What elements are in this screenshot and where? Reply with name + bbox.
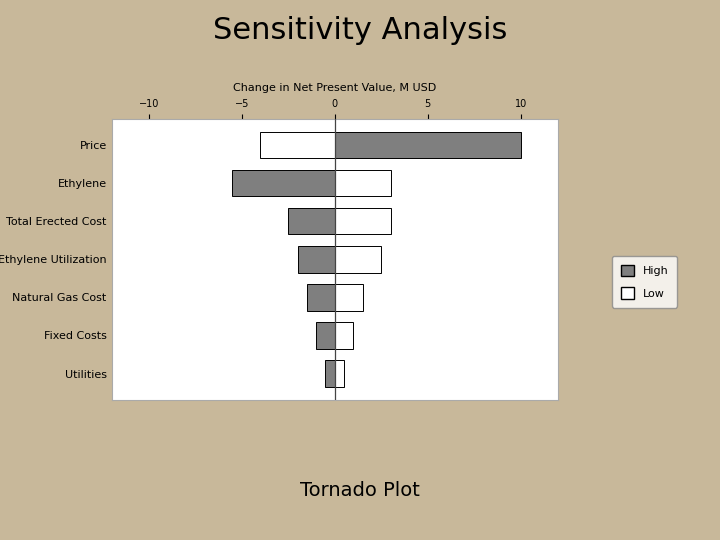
X-axis label: Change in Net Present Value, M USD: Change in Net Present Value, M USD: [233, 83, 436, 93]
Bar: [233, 170, 335, 197]
Bar: [288, 208, 335, 234]
Bar: [335, 208, 390, 234]
Bar: [335, 322, 354, 349]
Bar: [335, 170, 390, 197]
Bar: [316, 322, 335, 349]
Text: Tornado Plot: Tornado Plot: [300, 481, 420, 500]
Bar: [297, 246, 335, 273]
Bar: [335, 360, 344, 387]
Bar: [261, 132, 335, 158]
Legend: High, Low: High, Low: [612, 256, 678, 308]
Text: Sensitivity Analysis: Sensitivity Analysis: [213, 16, 507, 45]
Bar: [335, 246, 382, 273]
Bar: [335, 132, 521, 158]
Bar: [335, 284, 363, 310]
Bar: [325, 360, 335, 387]
Bar: [307, 284, 335, 310]
